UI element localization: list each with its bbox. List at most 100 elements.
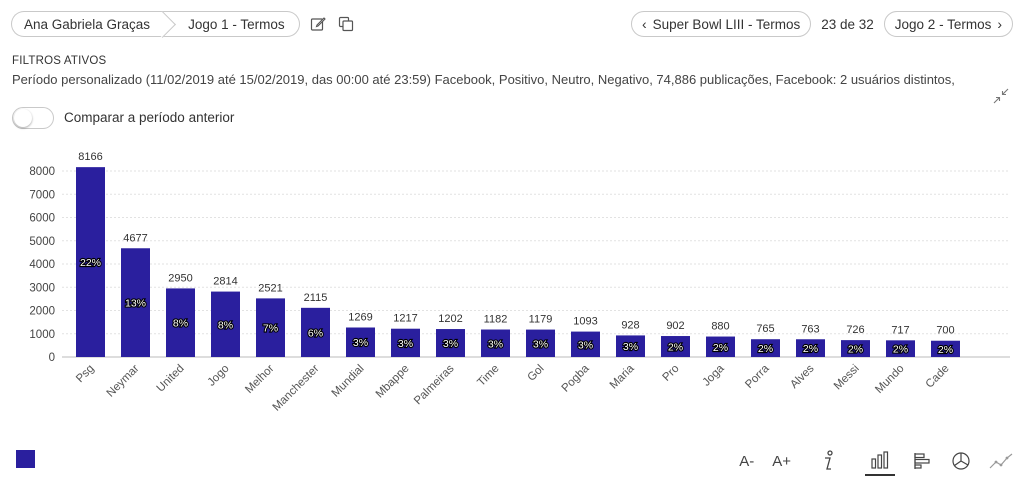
bar[interactable]	[166, 288, 195, 357]
duplicate-icon[interactable]	[338, 16, 354, 32]
line-chart-icon[interactable]	[989, 447, 1013, 475]
bar-percent-label: 7%	[263, 323, 278, 335]
chevron-left-icon: ‹	[641, 16, 647, 32]
x-tick-label: Mbappe	[374, 363, 412, 401]
bar-value-label: 717	[891, 324, 909, 336]
breadcrumb: Ana Gabriela Graças Jogo 1 - Termos	[11, 11, 354, 37]
x-tick-label: Gol	[525, 363, 546, 384]
bar[interactable]	[256, 298, 285, 357]
bar[interactable]	[481, 329, 510, 357]
bar-value-label: 1182	[484, 314, 508, 326]
x-tick-label: Joga	[701, 362, 728, 389]
prev-dashboard-label: Super Bowl LIII - Termos	[652, 16, 801, 32]
font-decrease-button[interactable]: A-	[739, 452, 755, 470]
info-icon[interactable]	[821, 447, 835, 475]
breadcrumb-dashboard[interactable]: Jogo 1 - Termos	[164, 11, 300, 37]
x-tick-label: Cade	[924, 363, 952, 391]
y-tick-label: 4000	[29, 259, 55, 271]
x-tick-label: Pro	[660, 363, 681, 384]
bar-percent-label: 8%	[218, 319, 233, 331]
bar-value-label: 2814	[213, 276, 237, 288]
x-tick-label: Psg	[74, 363, 97, 386]
bar[interactable]	[211, 291, 240, 357]
chart-toolbar: A- A+	[721, 446, 1013, 476]
bar-value-label: 880	[711, 321, 729, 333]
bar[interactable]	[121, 248, 150, 357]
y-tick-label: 8000	[29, 166, 55, 178]
bar-value-label: 2115	[304, 292, 328, 304]
bar-value-label: 8166	[78, 151, 102, 163]
compare-previous-toggle[interactable]	[12, 107, 54, 129]
bar-percent-label: 3%	[488, 338, 503, 350]
breadcrumb-project[interactable]: Ana Gabriela Graças	[11, 11, 165, 37]
x-tick-label: Melhor	[243, 363, 276, 396]
next-dashboard-button[interactable]: Jogo 2 - Termos ›	[883, 11, 1013, 37]
collapse-icon[interactable]	[993, 88, 1009, 104]
bar[interactable]	[346, 327, 375, 357]
active-filters-title: FILTROS ATIVOS	[12, 55, 107, 67]
bar[interactable]	[931, 340, 960, 357]
bar-percent-label: 3%	[533, 338, 548, 350]
x-tick-label: Maria	[608, 362, 637, 391]
bar[interactable]	[616, 335, 645, 357]
bar-percent-label: 22%	[80, 257, 101, 269]
y-tick-label: 6000	[29, 213, 55, 225]
bar[interactable]	[436, 329, 465, 357]
bar-percent-label: 2%	[713, 342, 728, 354]
breadcrumb-dashboard-label: Jogo 1 - Termos	[188, 16, 285, 32]
bar-percent-label: 3%	[443, 338, 458, 350]
chevron-right-icon: ›	[997, 16, 1002, 32]
bar-percent-label: 6%	[308, 327, 323, 339]
horizontal-bar-icon[interactable]	[913, 447, 933, 475]
x-tick-label: Messi	[832, 363, 862, 393]
x-tick-label: Time	[475, 363, 501, 389]
legend-swatch	[16, 450, 35, 468]
x-tick-label: Porra	[743, 362, 772, 391]
bar-value-label: 1179	[529, 314, 553, 326]
bar-value-label: 1269	[348, 311, 372, 323]
x-tick-label: Alves	[788, 362, 817, 391]
bar[interactable]	[391, 328, 420, 357]
active-filters-text: Período personalizado (11/02/2019 até 15…	[12, 72, 955, 87]
bar-percent-label: 3%	[578, 339, 593, 351]
bar-percent-label: 13%	[125, 298, 146, 310]
bar[interactable]	[301, 307, 330, 357]
bar-value-label: 4677	[123, 232, 147, 244]
prev-dashboard-button[interactable]: ‹ Super Bowl LIII - Termos	[630, 11, 812, 37]
bar[interactable]	[886, 340, 915, 357]
bar-chart: 0 1000 2000 3000 4000 5000 6000 7000 8000 8166 22%…	[29, 151, 1010, 414]
pie-chart-icon[interactable]	[951, 447, 971, 475]
dashboard-navigation: ‹ Super Bowl LIII - Termos 23 de 32 Jogo…	[630, 11, 1013, 37]
bar-percent-label: 2%	[893, 344, 908, 356]
x-tick-label: Pogba	[560, 362, 592, 394]
y-tick-label: 3000	[29, 282, 55, 294]
bar-percent-label: 8%	[173, 318, 188, 330]
bar-value-label: 700	[936, 325, 954, 337]
next-dashboard-label: Jogo 2 - Termos	[894, 16, 992, 32]
bar-value-label: 1202	[438, 313, 462, 325]
edit-icon[interactable]	[310, 16, 326, 32]
bar-value-label: 763	[801, 323, 819, 335]
bar-value-label: 2521	[258, 282, 282, 294]
bar[interactable]	[526, 329, 555, 357]
x-tick-label: Palmeiras	[412, 362, 457, 407]
x-tick-label: Mundo	[873, 363, 906, 396]
bar-percent-label: 2%	[803, 343, 818, 355]
bar[interactable]	[571, 331, 600, 357]
bar-chart-icon[interactable]	[865, 446, 895, 476]
bar[interactable]	[706, 336, 735, 357]
bar[interactable]	[661, 336, 690, 357]
breadcrumb-project-label: Ana Gabriela Graças	[24, 16, 151, 32]
y-tick-label: 0	[49, 352, 55, 364]
bar[interactable]	[76, 167, 105, 357]
x-tick-label: Jogo	[206, 363, 232, 389]
bar[interactable]	[841, 340, 870, 357]
bar-percent-label: 2%	[668, 342, 683, 354]
x-tick-label: Manchester	[271, 363, 322, 414]
font-increase-button[interactable]: A+	[772, 452, 791, 470]
bar[interactable]	[796, 339, 825, 357]
bar-percent-label: 3%	[398, 338, 413, 350]
bar[interactable]	[751, 339, 780, 357]
bar-value-label: 1093	[573, 316, 597, 328]
bar-percent-label: 2%	[938, 344, 953, 356]
